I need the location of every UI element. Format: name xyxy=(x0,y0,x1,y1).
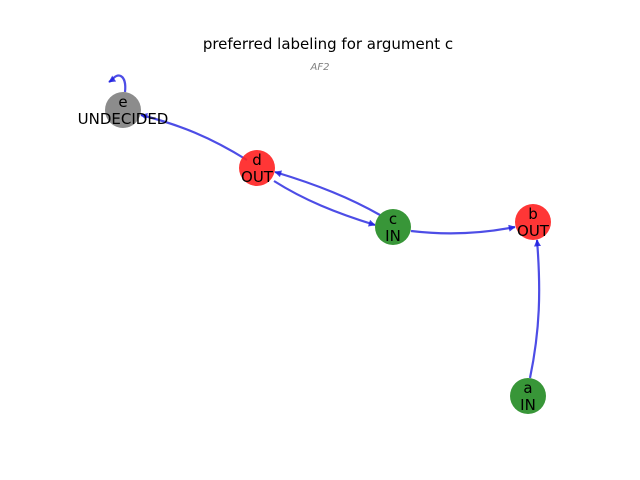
edge-a-to-b xyxy=(528,239,541,379)
edge-d-to-c xyxy=(273,180,376,227)
node-e-circle xyxy=(105,92,141,128)
node-b-circle xyxy=(515,204,551,240)
node-c-status: IN xyxy=(385,227,401,245)
node-a-status: IN xyxy=(520,396,536,414)
edge-c-to-d xyxy=(274,170,381,216)
node-c-id: c xyxy=(389,210,397,228)
node-a-circle xyxy=(510,378,546,414)
node-c-circle xyxy=(375,209,411,245)
node-c: cIN xyxy=(375,209,411,245)
node-d-circle xyxy=(239,150,275,186)
node-a: aIN xyxy=(510,378,546,414)
diagram-title: preferred labeling for argument c xyxy=(203,35,453,53)
edge-d-to-e xyxy=(140,113,248,161)
node-b-status: OUT xyxy=(517,222,550,240)
node-d-status: OUT xyxy=(241,168,274,186)
diagram-subtitle: AF2 xyxy=(310,62,330,73)
node-e-id: e xyxy=(118,93,127,111)
node-d-id: d xyxy=(252,151,262,169)
edge-e-to-e xyxy=(109,74,127,93)
node-b-id: b xyxy=(528,205,538,223)
node-e-status: UNDECIDED xyxy=(78,110,169,128)
edge-c-to-b xyxy=(410,224,516,235)
node-a-id: a xyxy=(523,379,532,397)
edges-layer xyxy=(109,74,541,379)
